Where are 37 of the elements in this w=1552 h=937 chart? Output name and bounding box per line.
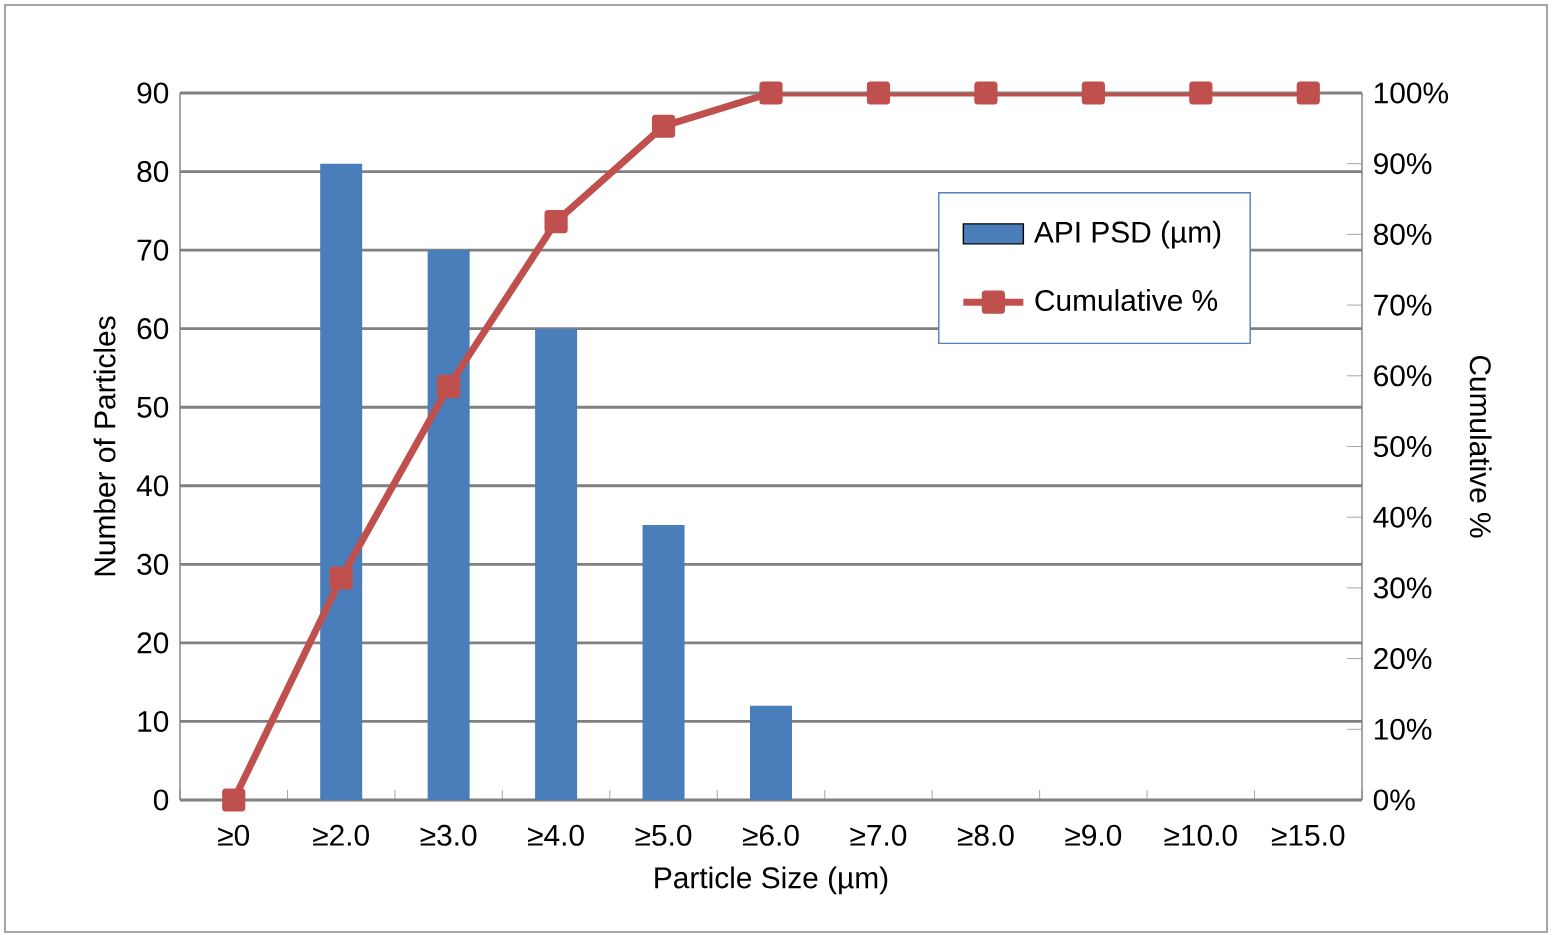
y-tick-label: 10: [138, 710, 169, 733]
legend-label: API PSD (µm): [1033, 220, 1221, 249]
y-axis-title: Number of Particles: [93, 316, 116, 576]
y2-tick-label: 30%: [1373, 577, 1432, 599]
y2-tick-label: 100%: [1374, 82, 1449, 104]
y-tick-label: 90: [137, 82, 169, 104]
x-tick-label: ≥0: [218, 824, 250, 846]
y2-axis-title: Cumulative %: [1469, 355, 1492, 538]
x-tick-label: ≥5.0: [635, 824, 692, 846]
y2-tick-label: 60%: [1374, 365, 1432, 387]
x-tick-label: ≥3.0: [420, 824, 477, 846]
legend-label: Cumulative %: [1035, 289, 1218, 312]
y2-tick-label: 0%: [1373, 789, 1415, 811]
y-tick-label: 20: [137, 632, 169, 654]
y2-tick-label: 50%: [1373, 435, 1432, 458]
y-tick-label: 60: [137, 318, 169, 340]
x-tick-label: ≥10.0: [1164, 824, 1237, 846]
y2-tick-label: 80%: [1373, 223, 1432, 245]
y2-tick-label: 90%: [1374, 153, 1432, 175]
y-tick-label: 30: [137, 553, 169, 575]
y2-tick-label: 40%: [1373, 506, 1432, 528]
y-tick-label: 50: [137, 396, 169, 418]
y-tick-label: 80: [137, 161, 169, 183]
y2-tick-label: 70%: [1374, 294, 1432, 316]
y-tick-label: 0: [153, 789, 169, 811]
y2-tick-label: 10%: [1374, 718, 1432, 740]
x-axis-title: Particle Size (µm): [655, 866, 888, 895]
x-tick-label: ≥6.0: [742, 824, 799, 846]
x-tick-label: ≥7.0: [850, 824, 907, 846]
x-tick-label: ≥8.0: [957, 824, 1014, 846]
y-tick-label: 70: [137, 239, 169, 261]
x-tick-label: ≥15.0: [1271, 824, 1345, 846]
y-tick-label: 40: [136, 475, 169, 497]
x-tick-label: ≥9.0: [1065, 824, 1122, 846]
x-tick-label: ≥2.0: [313, 824, 369, 846]
x-tick-label: ≥4.0: [528, 824, 584, 846]
y2-tick-label: 20%: [1374, 648, 1432, 670]
